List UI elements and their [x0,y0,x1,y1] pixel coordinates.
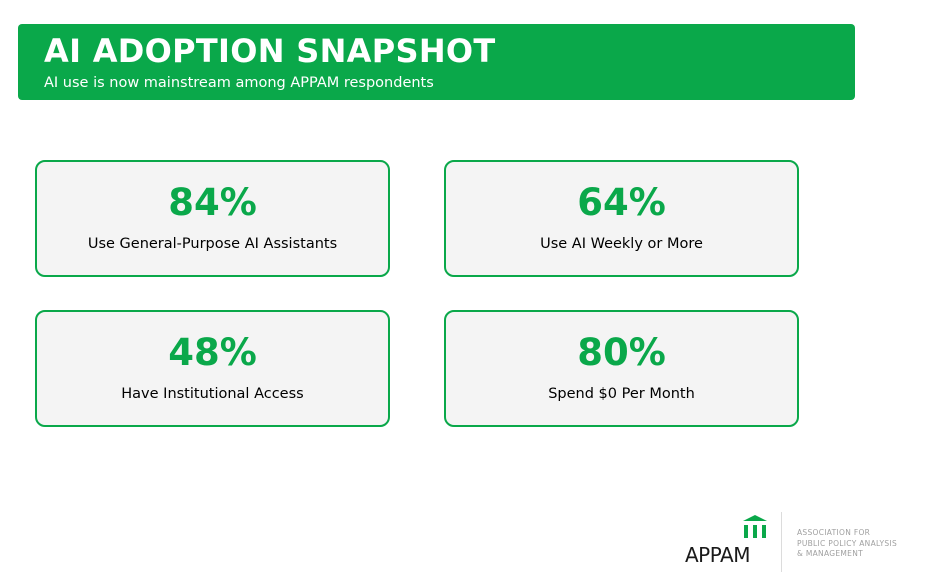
stat-value: 64% [577,181,666,224]
logo-org-line: & MANAGEMENT [797,549,863,558]
stat-label: Spend $0 Per Month [548,386,695,402]
logo-org-line: ASSOCIATION FOR [797,528,871,537]
stat-card-institutional-access: 48% Have Institutional Access [35,310,390,427]
stat-card-monthly-spend: 80% Spend $0 Per Month [444,310,799,427]
stat-label: Use AI Weekly or More [540,236,703,252]
page-subtitle: AI use is now mainstream among APPAM res… [44,75,434,91]
page-title: AI ADOPTION SNAPSHOT [44,32,496,70]
appam-logo: APPAM ASSOCIATION FOR PUBLIC POLICY ANAL… [684,512,924,574]
logo-wordmark: APPAM [685,543,750,567]
building-columns-icon [743,515,767,538]
stat-value: 48% [168,331,257,374]
logo-org-name: ASSOCIATION FOR PUBLIC POLICY ANALYSIS &… [797,528,897,560]
title-banner: AI ADOPTION SNAPSHOT AI use is now mains… [18,24,855,100]
stat-label: Use General-Purpose AI Assistants [87,236,338,252]
logo-divider [781,512,782,572]
stat-value: 84% [168,181,257,224]
stat-value: 80% [577,331,666,374]
stat-label: Have Institutional Access [121,386,304,402]
stat-card-general-purpose-assistants: 84% Use General-Purpose AI Assistants [35,160,390,277]
stat-card-weekly-use: 64% Use AI Weekly or More [444,160,799,277]
logo-org-line: PUBLIC POLICY ANALYSIS [797,538,898,548]
